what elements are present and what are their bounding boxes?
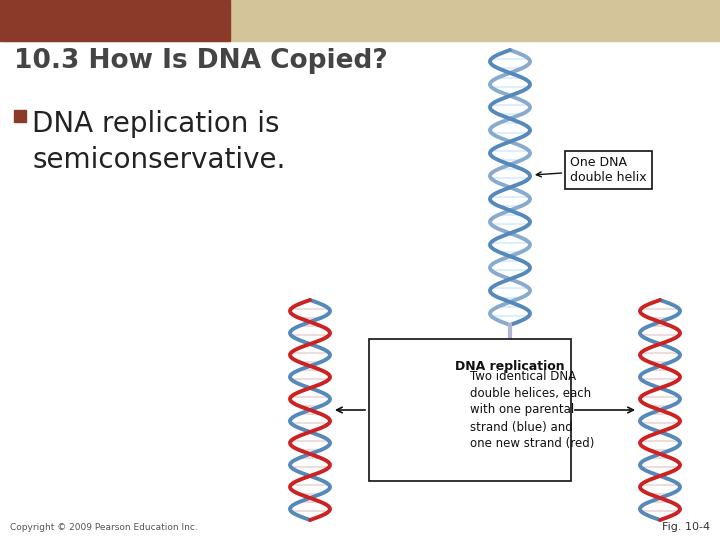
Text: Copyright © 2009 Pearson Education Inc.: Copyright © 2009 Pearson Education Inc. bbox=[10, 523, 198, 532]
Bar bbox=[14, 110, 26, 122]
Bar bbox=[0, 0, 720, 40]
FancyBboxPatch shape bbox=[369, 339, 571, 481]
Text: Fig. 10-4: Fig. 10-4 bbox=[662, 522, 710, 532]
Text: DNA replication is
semiconservative.: DNA replication is semiconservative. bbox=[32, 110, 285, 174]
Text: DNA replication: DNA replication bbox=[455, 360, 564, 373]
Text: 10.3 How Is DNA Copied?: 10.3 How Is DNA Copied? bbox=[14, 49, 388, 75]
Text: Two identical DNA
double helices, each
with one parental
strand (blue) and
one n: Two identical DNA double helices, each w… bbox=[470, 369, 595, 450]
FancyArrowPatch shape bbox=[504, 380, 516, 424]
Text: One DNA
double helix: One DNA double helix bbox=[536, 156, 647, 184]
Bar bbox=[0, 0, 230, 40]
